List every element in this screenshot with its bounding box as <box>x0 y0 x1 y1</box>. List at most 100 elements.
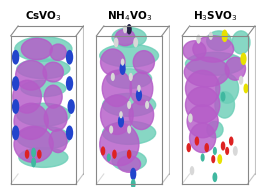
Circle shape <box>126 24 132 35</box>
Circle shape <box>240 53 246 65</box>
Ellipse shape <box>17 126 70 149</box>
Ellipse shape <box>100 49 125 75</box>
Title: H$_3$SVO$_3$: H$_3$SVO$_3$ <box>193 9 237 23</box>
Circle shape <box>66 125 73 140</box>
Ellipse shape <box>13 80 41 113</box>
Circle shape <box>31 157 36 167</box>
Circle shape <box>123 25 127 33</box>
Circle shape <box>188 113 193 123</box>
Circle shape <box>136 89 142 101</box>
Circle shape <box>195 136 199 146</box>
Ellipse shape <box>207 121 223 138</box>
Ellipse shape <box>102 70 132 107</box>
Circle shape <box>229 136 234 146</box>
Circle shape <box>114 37 118 47</box>
Ellipse shape <box>43 62 63 82</box>
Ellipse shape <box>193 36 234 62</box>
Ellipse shape <box>207 31 231 51</box>
Ellipse shape <box>187 105 218 138</box>
Circle shape <box>221 92 225 102</box>
Circle shape <box>204 143 209 152</box>
Ellipse shape <box>15 37 72 61</box>
Circle shape <box>112 150 117 159</box>
Circle shape <box>127 150 131 159</box>
Circle shape <box>190 166 194 175</box>
Ellipse shape <box>100 95 133 135</box>
Circle shape <box>233 146 238 156</box>
Ellipse shape <box>183 41 206 60</box>
Ellipse shape <box>118 156 141 172</box>
Ellipse shape <box>133 51 154 74</box>
Circle shape <box>211 155 215 163</box>
Circle shape <box>129 73 133 81</box>
Circle shape <box>225 147 229 155</box>
Circle shape <box>217 154 222 164</box>
Circle shape <box>121 59 124 66</box>
Circle shape <box>127 125 131 134</box>
Title: NH$_4$VO$_3$: NH$_4$VO$_3$ <box>107 9 152 23</box>
Circle shape <box>66 76 73 91</box>
Circle shape <box>196 35 201 44</box>
Circle shape <box>12 50 19 65</box>
Circle shape <box>243 84 248 93</box>
Circle shape <box>201 153 205 162</box>
Ellipse shape <box>232 31 250 54</box>
Circle shape <box>120 63 126 75</box>
Ellipse shape <box>129 100 154 130</box>
Circle shape <box>12 76 19 91</box>
Circle shape <box>31 148 36 157</box>
Ellipse shape <box>21 38 52 60</box>
Circle shape <box>12 99 19 114</box>
Circle shape <box>12 125 19 140</box>
Circle shape <box>222 30 228 42</box>
Ellipse shape <box>103 93 156 116</box>
Ellipse shape <box>107 69 152 88</box>
Ellipse shape <box>112 151 146 171</box>
Circle shape <box>127 101 131 109</box>
Ellipse shape <box>112 28 146 47</box>
Circle shape <box>131 179 136 189</box>
Circle shape <box>133 37 138 47</box>
Circle shape <box>37 150 42 159</box>
Ellipse shape <box>14 126 53 163</box>
Circle shape <box>213 147 217 155</box>
Ellipse shape <box>100 44 159 67</box>
Circle shape <box>107 153 111 162</box>
Circle shape <box>119 111 123 118</box>
Title: CsVO$_3$: CsVO$_3$ <box>25 9 62 23</box>
Ellipse shape <box>216 74 238 103</box>
Circle shape <box>145 101 149 109</box>
Circle shape <box>66 50 73 65</box>
Ellipse shape <box>115 29 135 46</box>
Circle shape <box>213 172 217 182</box>
Circle shape <box>239 76 243 85</box>
Ellipse shape <box>130 72 153 105</box>
Ellipse shape <box>17 103 70 126</box>
Ellipse shape <box>225 57 245 80</box>
Circle shape <box>130 168 136 180</box>
Ellipse shape <box>44 105 67 131</box>
Ellipse shape <box>100 123 139 166</box>
Ellipse shape <box>17 59 70 79</box>
Ellipse shape <box>50 44 66 60</box>
Ellipse shape <box>186 52 244 75</box>
Circle shape <box>221 141 225 151</box>
Ellipse shape <box>215 92 234 118</box>
Ellipse shape <box>19 148 68 167</box>
Circle shape <box>111 73 115 81</box>
Ellipse shape <box>186 70 220 107</box>
Ellipse shape <box>190 123 216 153</box>
Circle shape <box>209 32 213 40</box>
Ellipse shape <box>184 57 229 87</box>
Circle shape <box>109 125 113 134</box>
Ellipse shape <box>103 121 156 144</box>
Circle shape <box>101 146 105 156</box>
Circle shape <box>137 85 141 92</box>
Ellipse shape <box>14 103 48 139</box>
Ellipse shape <box>44 85 62 108</box>
Ellipse shape <box>16 60 47 90</box>
Circle shape <box>68 99 75 114</box>
Circle shape <box>118 115 124 128</box>
Ellipse shape <box>21 80 66 97</box>
Circle shape <box>187 143 191 152</box>
